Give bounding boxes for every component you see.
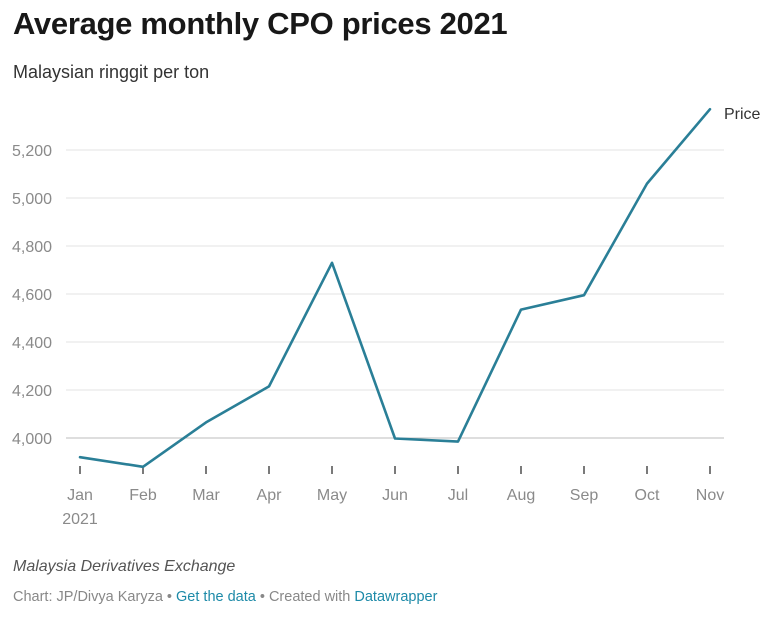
source-note: Malaysia Derivatives Exchange (13, 558, 236, 575)
y-tick-label: 4,800 (12, 239, 52, 256)
get-the-data-link[interactable]: Get the data (176, 589, 256, 605)
y-axis-ticks: 4,000 4,200 4,400 4,600 4,800 5,000 5,200 (12, 143, 52, 448)
x-tick-label: Feb (129, 487, 157, 504)
y-tick-label: 4,400 (12, 335, 52, 352)
x-tick-label: Nov (696, 487, 724, 504)
x-tick-label: Oct (635, 487, 660, 504)
chart-subtitle: Malaysian ringgit per ton (13, 62, 210, 82)
series-label: Price (724, 106, 761, 123)
datawrapper-link[interactable]: Datawrapper (354, 589, 438, 605)
chart-title: Average monthly CPO prices 2021 (13, 6, 508, 41)
x-tick-label: Sep (570, 487, 599, 504)
line-chart: 4,000 4,200 4,400 4,600 4,800 5,000 5,200 Jan F… (12, 106, 761, 528)
y-tick-label: 5,200 (12, 143, 52, 160)
x-tick-label: Jul (448, 487, 468, 504)
x-tick-label: Apr (257, 487, 283, 504)
credit-prefix: Chart: JP/Divya Karyza • (13, 589, 177, 605)
series-line-price (78, 107, 712, 469)
series-group: Price (78, 106, 761, 469)
y-tick-label: 4,000 (12, 431, 52, 448)
credits-line: Chart: JP/Divya Karyza • Get the data • … (13, 589, 437, 605)
x-tick-label: Jan (67, 487, 93, 504)
gridlines (66, 149, 724, 439)
created-with-text: • Created with (255, 589, 355, 605)
y-tick-label: 4,600 (12, 287, 52, 304)
x-tick-label: May (317, 487, 347, 504)
x-year-label: 2021 (62, 511, 98, 528)
x-tick-label: Mar (192, 487, 220, 504)
y-tick-label: 5,000 (12, 191, 52, 208)
x-tick-label: Jun (382, 487, 408, 504)
x-tick-label: Aug (507, 487, 535, 504)
x-axis-ticks: Jan Feb Mar Apr May Jun Jul Aug Sep Oct Nov 2021 (62, 466, 724, 528)
y-tick-label: 4,200 (12, 383, 52, 400)
